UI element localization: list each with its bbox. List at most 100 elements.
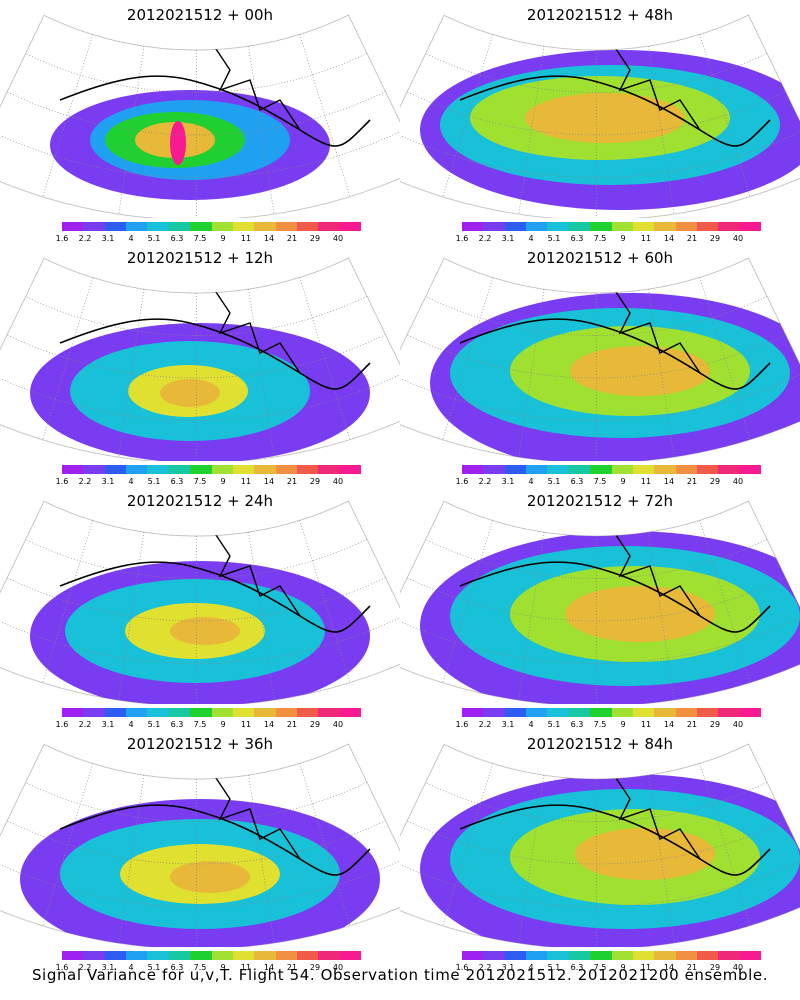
colorbar: [62, 951, 362, 963]
colorbar-swatch: [168, 465, 191, 474]
colorbar-tick-label: 11: [240, 477, 252, 486]
colorbar-swatch: [696, 708, 719, 717]
colorbar-swatch: [611, 708, 633, 717]
colorbar-tick-label: 3.1: [501, 477, 515, 486]
colorbar-swatch: [675, 951, 697, 960]
colorbar-swatch: [462, 222, 484, 231]
colorbar-swatch: [318, 951, 340, 960]
latitude-line: [400, 410, 800, 461]
colorbar-tick-label: 4: [528, 477, 534, 486]
colorbar-tick-label: 2.2: [478, 477, 492, 486]
colorbar-tick-label: 40: [332, 477, 344, 486]
map-svg: [400, 743, 800, 947]
longitude-line: [442, 763, 494, 927]
panel-title: 2012021512 + 60h: [526, 249, 674, 267]
colorbar-swatch: [126, 465, 148, 474]
colorbar-tick-label: 7.5: [193, 963, 207, 972]
colorbar-swatch: [675, 708, 697, 717]
map-panel: 2012021512 + 36h 1.6 2.2 3.1 4 5.1 6.3 7.5 9 11 14…: [0, 729, 400, 972]
variance-contour: [565, 586, 715, 642]
colorbar-tick-label: 4: [128, 720, 134, 729]
longitude-line: [42, 277, 94, 441]
colorbar-swatch: [168, 951, 191, 960]
colorbar-swatch: [254, 708, 276, 717]
colorbar-tick-label: 5.1: [547, 963, 561, 972]
coastline: [209, 768, 301, 860]
colorbar-swatch: [318, 222, 340, 231]
colorbar-tick-label: 21: [286, 234, 298, 243]
colorbar-tick-label: 40: [332, 720, 344, 729]
longitude-line: [748, 15, 800, 169]
colorbar-swatch: [126, 222, 148, 231]
coastline: [209, 525, 301, 617]
latitude-line: [400, 615, 800, 664]
colorbar-tick-label: 29: [309, 963, 321, 972]
coastline: [459, 561, 771, 633]
colorbar-tick-label: 11: [240, 720, 252, 729]
colorbar-tick-label: 9: [620, 477, 626, 486]
colorbar-swatch: [339, 222, 362, 231]
colorbar-swatch: [147, 708, 169, 717]
colorbar-tick-label: 14: [663, 477, 675, 486]
colorbar-tick-label: 5.1: [147, 963, 161, 972]
latitude-line: [425, 538, 768, 579]
latitude-line: [0, 167, 400, 218]
colorbar-swatch: [483, 708, 505, 717]
colorbar-swatch: [232, 222, 255, 231]
colorbar-swatch: [190, 222, 212, 231]
colorbar-swatch: [654, 951, 676, 960]
colorbar-tick-label: 40: [732, 234, 744, 243]
longitude-line: [118, 289, 145, 458]
map-svg: [400, 500, 800, 704]
colorbar-swatch: [718, 222, 740, 231]
colorbar-tick-label: 3.1: [501, 234, 515, 243]
colorbar-tick-label: 2.2: [478, 234, 492, 243]
colorbar-tick-label: 21: [686, 234, 698, 243]
map-panel: 2012021512 + 60h 1.6 2.2 3.1 4 5.1 6.3 7.5 9 11 14…: [400, 243, 800, 486]
colorbar-tick-label: 29: [709, 234, 721, 243]
colorbar-tick-label: 21: [286, 720, 298, 729]
colorbar-swatch: [339, 708, 362, 717]
colorbar-swatch: [547, 222, 569, 231]
colorbar-tick-label: 2.2: [78, 234, 92, 243]
colorbar-swatch: [275, 951, 297, 960]
variance-contour: [160, 379, 220, 407]
map-panel: 2012021512 + 84h 1.6 2.2 3.1 4 5.1 6.3 7.5 9 11 14…: [400, 729, 800, 972]
colorbar-tick-label: 21: [686, 963, 698, 972]
latitude-line: [400, 129, 800, 178]
colorbar-tick-label: 7.5: [193, 234, 207, 243]
colorbar-tick-label: 3.1: [501, 720, 515, 729]
colorbar-swatch: [190, 465, 212, 474]
longitude-line: [518, 46, 545, 215]
figure-caption: Signal Variance for u,v,T. Flight 54. Ob…: [31, 966, 769, 984]
longitude-line: [118, 532, 145, 701]
colorbar-swatch: [190, 951, 212, 960]
colorbar-tick-label: 29: [309, 720, 321, 729]
longitude-line: [518, 289, 545, 458]
colorbar-swatch: [211, 465, 233, 474]
longitude-line: [299, 277, 351, 440]
colorbar-tick-label: 2.2: [78, 477, 92, 486]
longitude-line: [648, 45, 675, 215]
colorbar-tick-label: 5.1: [547, 234, 561, 243]
colorbar-swatch: [590, 222, 612, 231]
colorbar-tick-label: 2.2: [478, 963, 492, 972]
colorbar-swatch: [632, 222, 655, 231]
colorbar-tick-label: 6.3: [570, 720, 584, 729]
colorbar-swatch: [632, 465, 655, 474]
colorbar-swatch: [632, 951, 655, 960]
colorbar-tick-label: 6.3: [170, 963, 184, 972]
colorbar-swatch: [718, 951, 740, 960]
map-panel: 2012021512 + 24h 1.6 2.2 3.1 4 5.1 6.3 7.5 9 11 14…: [0, 486, 400, 729]
coastline: [59, 318, 371, 390]
colorbar-tick-label: 1.6: [55, 720, 69, 729]
colorbar-tick-label: 29: [309, 477, 321, 486]
coastline: [459, 318, 771, 390]
variance-contour: [570, 346, 710, 396]
colorbar-swatch: [654, 708, 676, 717]
colorbar-tick-label: 9: [220, 963, 226, 972]
colorbar-tick-label: 9: [220, 234, 226, 243]
colorbar-tick-label: 14: [663, 720, 675, 729]
colorbar-swatch: [611, 222, 633, 231]
colorbar-tick-label: 1.6: [55, 963, 69, 972]
